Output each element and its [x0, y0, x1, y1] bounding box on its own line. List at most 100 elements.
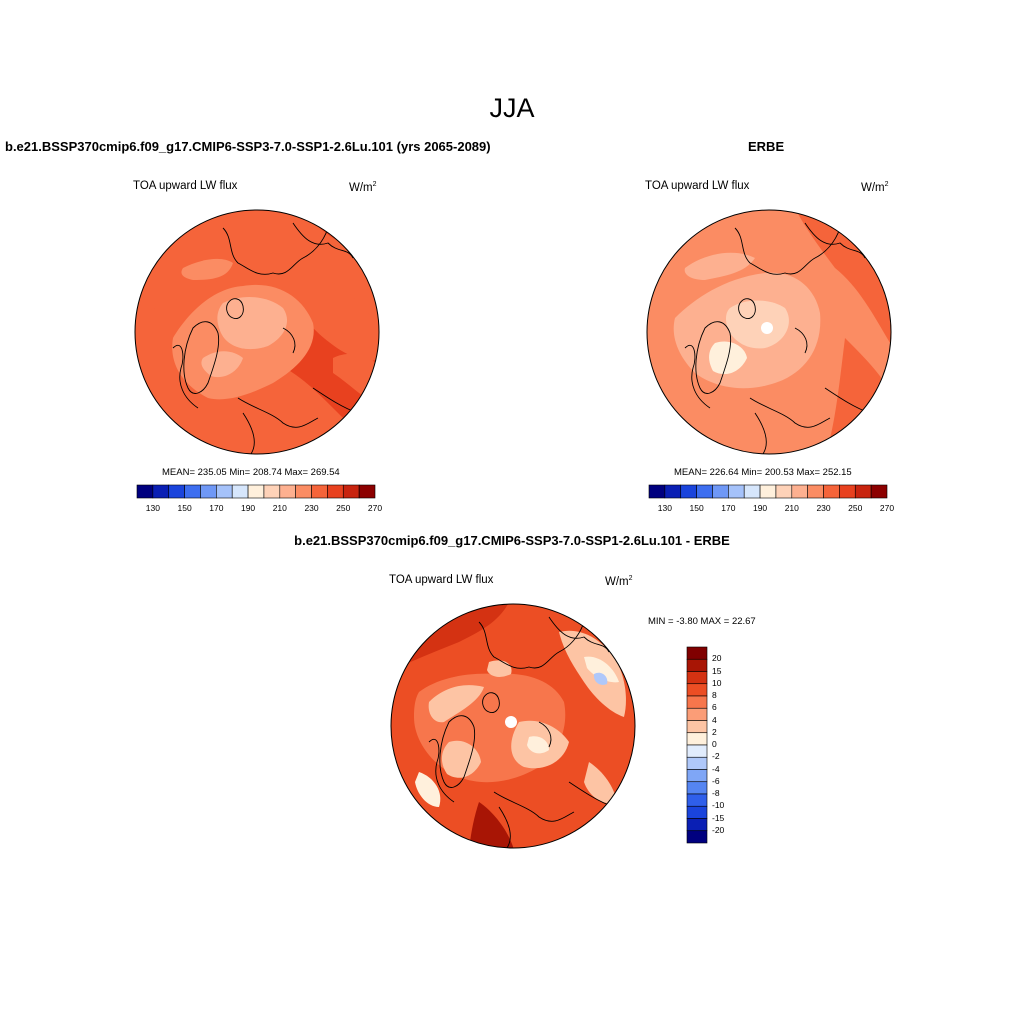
obs-colorbar-tick-label: 190	[752, 503, 768, 513]
obs-colorbar-ticks: 130 150 170 190 210 230 250 270	[649, 503, 894, 515]
diff-colorbar-tick-label: -4	[712, 763, 720, 774]
diff-colorbar-tick-label: 0	[712, 739, 717, 749]
diff-colorbar-swatch	[686, 671, 708, 685]
obs-colorbar-swatch	[743, 484, 761, 499]
obs-colorbar-swatch	[728, 484, 745, 499]
obs-map-border	[646, 209, 892, 455]
model-map-border	[134, 209, 380, 455]
model-colorbar-tick-label: 250	[336, 503, 351, 513]
obs-colorbar-swatch	[791, 484, 808, 499]
diff-colorbar-tick-label: -20	[712, 824, 725, 835]
diff-colorbar-tick-label: 8	[712, 690, 717, 700]
diff-colorbar-swatch	[686, 793, 708, 807]
model-units-label: W/m2	[349, 181, 377, 194]
diff-colorbar-tick-label: -10	[712, 800, 725, 811]
model-colorbar-swatch	[327, 484, 344, 499]
obs-colorbar-swatch	[680, 484, 697, 499]
diff-colorbar-swatch	[686, 720, 708, 734]
model-colorbar-swatch	[263, 484, 281, 499]
diff-colorbar-swatch	[686, 756, 708, 770]
obs-colorbar-swatch	[807, 484, 824, 499]
obs-colorbar-swatch	[648, 484, 666, 499]
diff-colorbar-tick-label: 15	[712, 665, 722, 676]
obs-colorbar-swatch	[839, 484, 856, 499]
diff-map-border	[390, 603, 636, 849]
model-polar-map	[134, 209, 380, 455]
obs-colorbar-swatch	[870, 484, 888, 499]
diff-colorbar-swatch	[686, 830, 708, 844]
diff-colorbar-swatch	[686, 658, 708, 672]
diff-colorbar-swatch	[686, 818, 708, 832]
obs-variable-label: TOA upward LW flux	[645, 180, 750, 192]
model-colorbar-swatch	[247, 484, 265, 499]
model-stats: MEAN= 235.05 Min= 208.74 Max= 269.54	[162, 467, 340, 478]
obs-colorbar-swatch	[759, 484, 777, 499]
diff-colorbar-swatch	[686, 805, 708, 819]
diff-variable-label: TOA upward LW flux	[389, 574, 494, 586]
diff-colorbar-tick-label: 10	[712, 677, 722, 688]
model-colorbar-tick-label: 130	[145, 503, 160, 513]
diff-colorbar-swatch	[686, 769, 708, 783]
obs-pole-missing-data	[761, 322, 773, 334]
model-colorbar-swatch	[311, 484, 328, 499]
obs-colorbar-swatch	[823, 484, 840, 499]
obs-polar-map	[646, 209, 892, 455]
model-colorbar-tick-label: 210	[272, 503, 287, 513]
obs-units-label: W/m2	[861, 181, 889, 194]
diff-colorbar-tick-label: -2	[712, 751, 720, 762]
diff-colorbar-tick-label: 6	[712, 702, 717, 713]
diff-colorbar-swatch	[686, 732, 708, 746]
obs-colorbar-tick-label: 230	[816, 503, 831, 513]
diff-panel-title: b.e21.BSSP370cmip6.f09_g17.CMIP6-SSP3-7.…	[294, 533, 730, 548]
season-title: JJA	[489, 93, 535, 123]
diff-colorbar-tick-label: -15	[712, 812, 725, 823]
model-colorbar-tick-label: 190	[240, 503, 256, 513]
model-colorbar-swatch	[200, 484, 217, 499]
obs-colorbar-swatch	[712, 484, 729, 499]
model-colorbar-swatch	[168, 484, 185, 499]
obs-colorbar-tick-label: 150	[689, 503, 704, 513]
obs-colorbar-tick-label: 170	[721, 503, 736, 513]
obs-colorbar-swatch	[696, 484, 713, 499]
diff-colorbar-tick-label: 4	[712, 714, 717, 725]
model-panel-title: b.e21.BSSP370cmip6.f09_g17.CMIP6-SSP3-7.…	[5, 139, 491, 154]
model-colorbar-tick-label: 150	[177, 503, 192, 513]
model-colorbar-swatch	[295, 484, 312, 499]
diff-stats: MIN = -3.80 MAX = 22.67	[648, 616, 756, 627]
obs-colorbar-tick-label: 130	[657, 503, 672, 513]
diff-colorbar-tick-label: 2	[712, 726, 717, 737]
model-colorbar-swatch	[184, 484, 201, 499]
diff-coastlines	[428, 616, 619, 848]
diff-colorbar	[686, 646, 708, 844]
diff-colorbar-swatch	[686, 744, 708, 758]
diff-pole-missing-data	[505, 716, 517, 728]
diff-colorbar-swatch	[686, 707, 708, 721]
model-colorbar-swatch	[358, 484, 376, 499]
model-colorbar	[136, 484, 376, 499]
model-field	[135, 210, 379, 454]
obs-panel-title: ERBE	[748, 139, 785, 154]
model-colorbar-ticks: 130 150 170 190 210 230 250 270	[137, 503, 382, 515]
obs-colorbar-tick-label: 250	[848, 503, 863, 513]
diff-colorbar-swatch	[686, 695, 708, 709]
diff-polar-map	[390, 603, 636, 849]
diff-colorbar-swatch	[686, 781, 708, 795]
model-colorbar-swatch	[216, 484, 233, 499]
model-variable-label: TOA upward LW flux	[133, 180, 238, 192]
model-colorbar-swatch	[279, 484, 296, 499]
model-colorbar-tick-label: 230	[304, 503, 319, 513]
obs-stats: MEAN= 226.64 Min= 200.53 Max= 252.15	[674, 467, 852, 478]
diff-colorbar-swatch	[686, 646, 708, 660]
obs-colorbar-tick-label: 210	[784, 503, 799, 513]
diff-units-label: W/m2	[605, 575, 633, 588]
diff-colorbar-tick-label: -6	[712, 775, 720, 786]
obs-colorbar-swatch	[775, 484, 793, 499]
obs-colorbar-tick-label: 270	[879, 503, 895, 513]
model-coastlines	[172, 222, 363, 454]
diff-colorbar-ticks: 20 15 10 8 6 4 2 0 -2 -4 -6 -8 -10 -15 -20	[712, 647, 752, 843]
obs-colorbar-swatch	[854, 484, 872, 499]
model-colorbar-swatch	[231, 484, 249, 499]
obs-colorbar-swatch	[664, 484, 682, 499]
diff-colorbar-tick-label: -8	[712, 788, 720, 798]
model-colorbar-tick-label: 170	[209, 503, 224, 513]
